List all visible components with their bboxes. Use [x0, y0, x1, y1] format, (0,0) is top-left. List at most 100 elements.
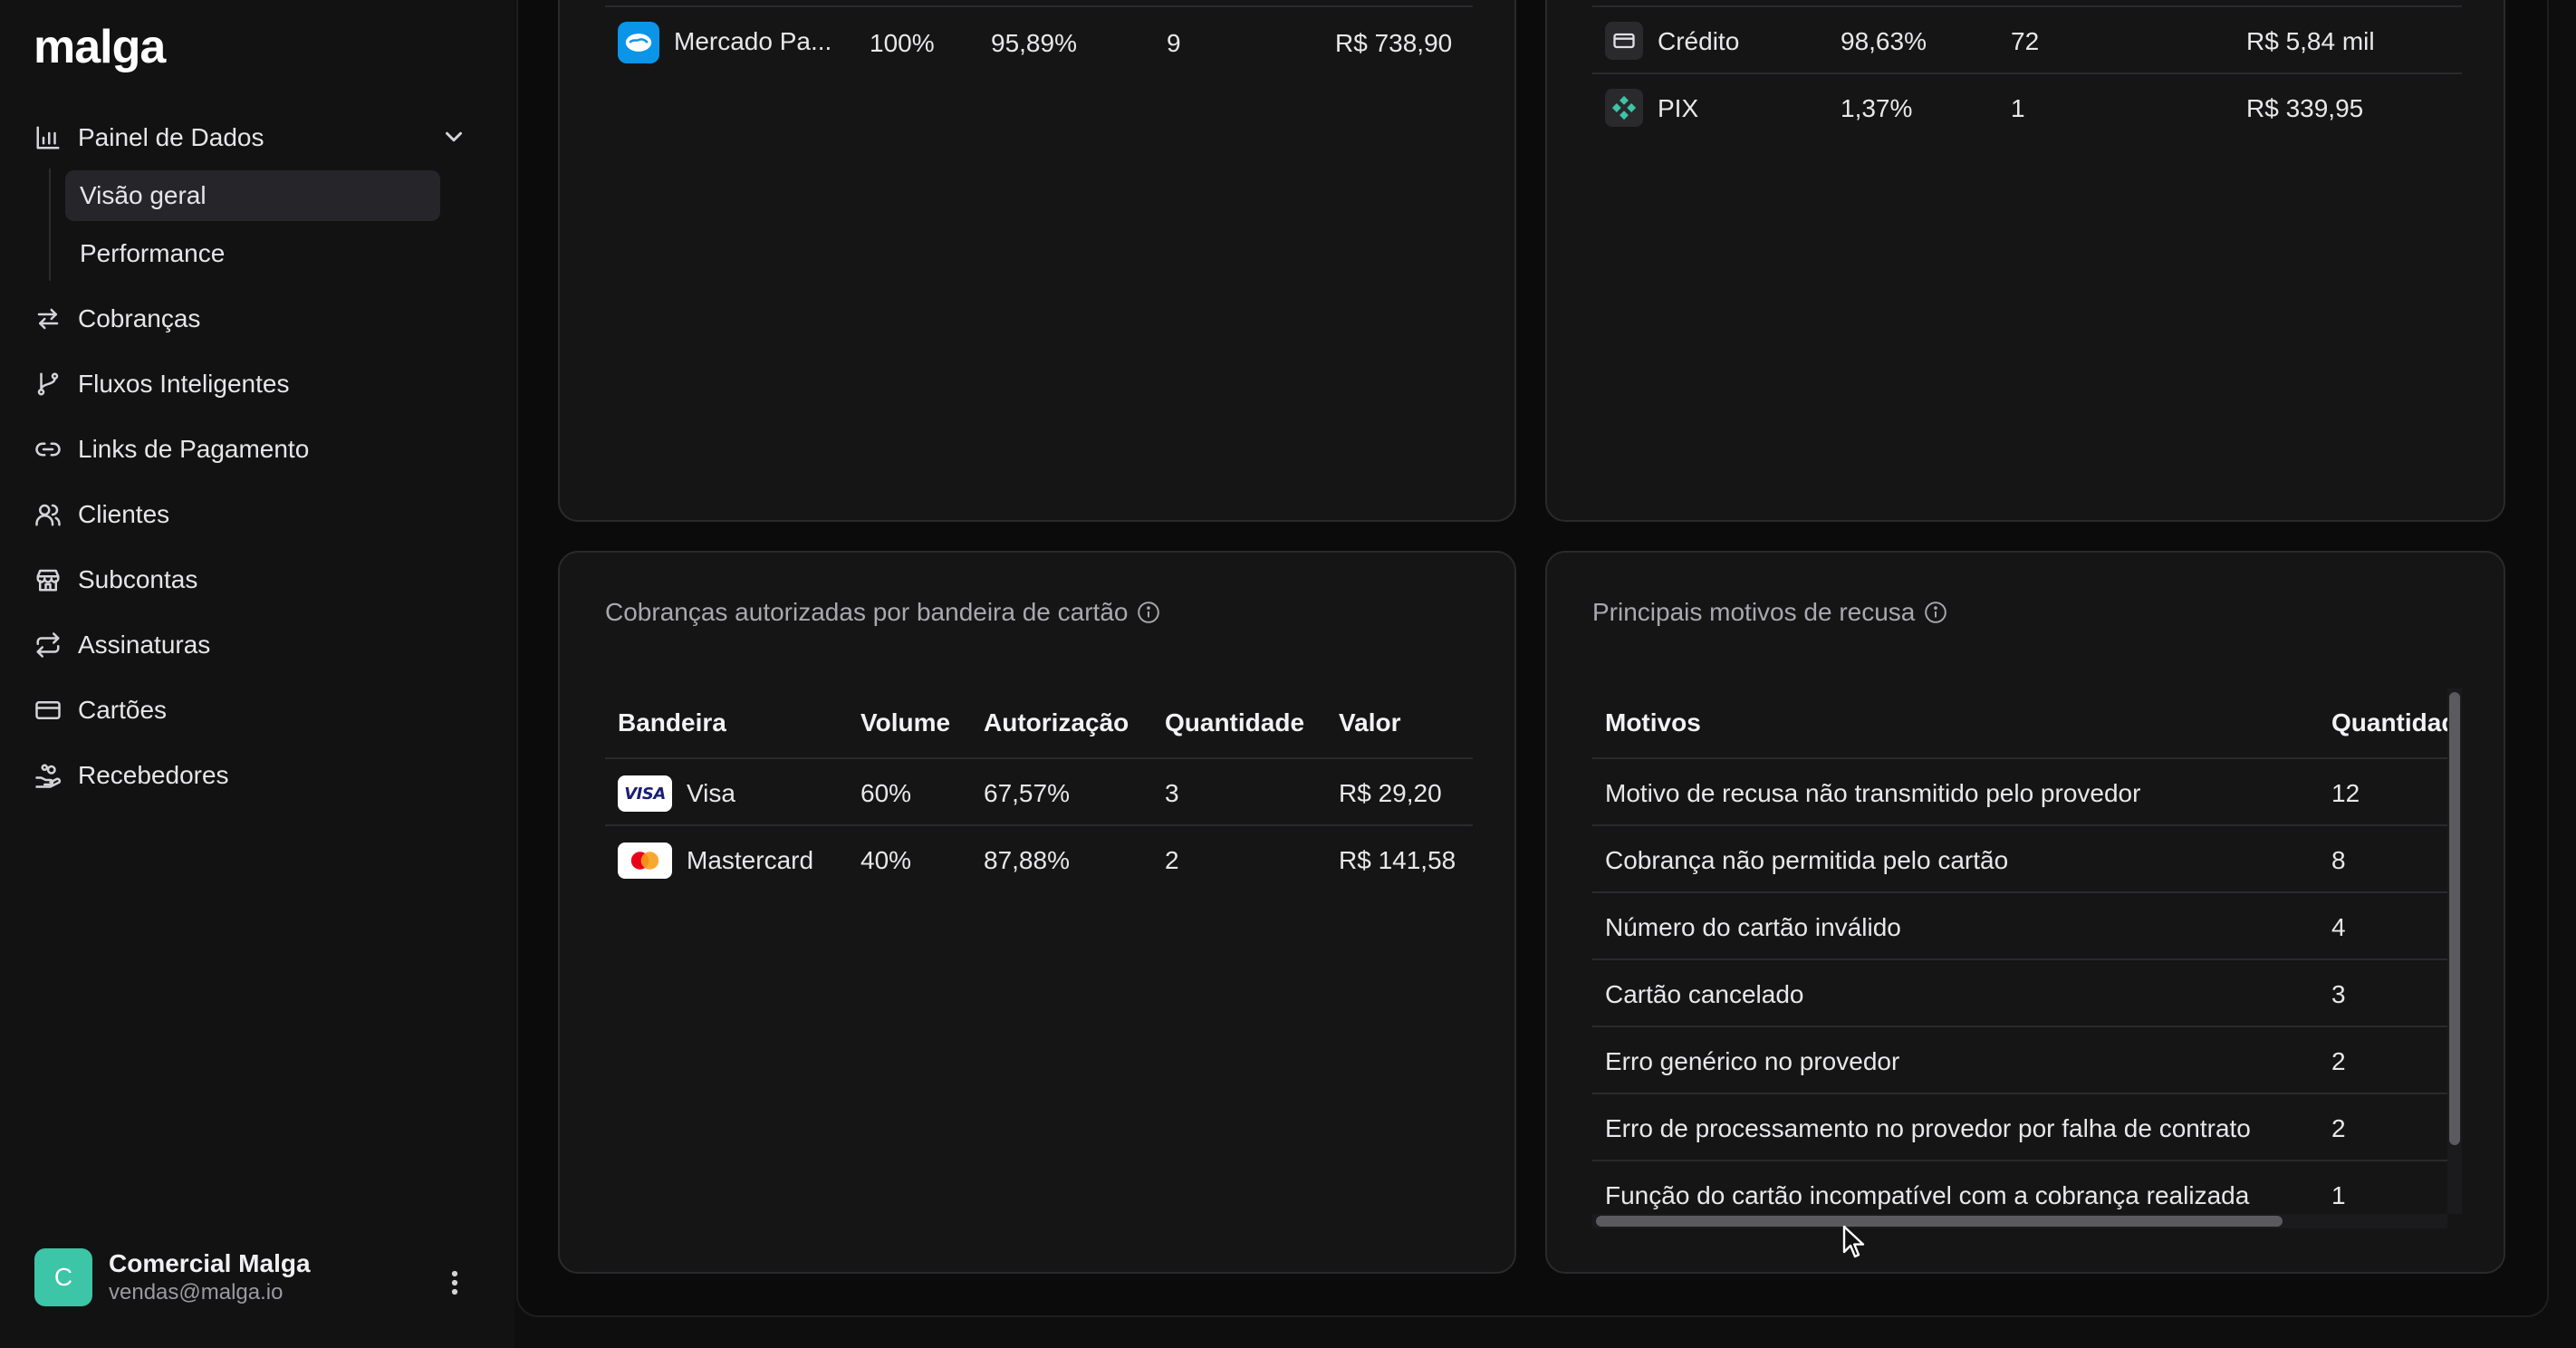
column-header-volume[interactable]: Volume: [860, 708, 951, 737]
row-divider: [1592, 5, 2462, 7]
method-volume: 1,37%: [1841, 94, 1913, 122]
sidebar-item-label: Assinaturas: [78, 631, 211, 659]
sidebar-item-cobrancas[interactable]: Cobranças: [33, 295, 200, 342]
sidebar-item-fluxos-inteligentes[interactable]: Fluxos Inteligentes: [33, 361, 289, 408]
user-name: Comercial Malga: [109, 1249, 311, 1277]
method-volume: 98,63%: [1841, 27, 1927, 55]
bar-chart-icon: [33, 122, 63, 153]
arrows-exchange-icon: [33, 303, 63, 334]
brand-quantity: 2: [1165, 846, 1179, 874]
brand-value: R$ 29,20: [1339, 779, 1442, 807]
sidebar-subitem-performance[interactable]: Performance: [80, 239, 226, 267]
row-divider: [605, 757, 1473, 759]
provider-name: Mercado Pa...: [674, 27, 832, 55]
hand-coins-icon: [33, 760, 63, 791]
brand-authorization: 87,88%: [984, 846, 1070, 874]
method-quantity: 1: [2011, 94, 2025, 122]
reason-quantity: 12: [2331, 779, 2360, 807]
provider-quantity: 9: [1167, 29, 1181, 57]
avatar: C: [34, 1248, 92, 1306]
sidebar-item-clientes[interactable]: Clientes: [33, 491, 169, 538]
reason-text: Função do cartão incompatível com a cobr…: [1605, 1181, 2250, 1209]
column-header-quantidade[interactable]: Quantidade: [2331, 708, 2447, 737]
reasons-card-title: Principais motivos de recusa: [1592, 598, 1916, 626]
reason-quantity: 2: [2331, 1114, 2346, 1142]
payment-methods-card: Crédito 98,63% 72 R$ 5,84 mil PIX 1,37% …: [1545, 0, 2505, 522]
users-icon: [33, 499, 63, 530]
store-icon: [33, 564, 63, 595]
method-value: R$ 5,84 mil: [2246, 27, 2375, 55]
link-icon: [33, 434, 63, 465]
more-options-icon[interactable]: [437, 1265, 473, 1301]
credit-card-icon: [33, 695, 63, 726]
handshake-icon: [625, 34, 652, 52]
sidebar-item-recebedores[interactable]: Recebedores: [33, 752, 229, 799]
column-header-motivos[interactable]: Motivos: [1605, 708, 1701, 737]
reason-quantity: 2: [2331, 1047, 2346, 1075]
column-header-bandeira[interactable]: Bandeira: [618, 708, 726, 737]
sidebar-item-cartoes[interactable]: Cartões: [33, 687, 167, 734]
reason-quantity: 3: [2331, 980, 2346, 1008]
brands-card-title: Cobranças autorizadas por bandeira de ca…: [605, 598, 1129, 626]
sidebar-item-label: Recebedores: [78, 761, 229, 789]
sidebar-item-label: Painel de Dados: [78, 123, 264, 151]
malga-logo[interactable]: malga: [34, 21, 166, 73]
decline-reasons-card: Principais motivos de recusa Motivos Qua…: [1545, 551, 2505, 1274]
sidebar-item-label: Links de Pagamento: [78, 435, 310, 463]
reason-quantity: 8: [2331, 846, 2346, 874]
repeat-icon: [33, 630, 63, 660]
brand-name: Visa: [687, 779, 735, 807]
mouse-cursor-icon: [1842, 1225, 1865, 1258]
method-name: Crédito: [1658, 27, 1740, 55]
brand-volume: 40%: [860, 846, 912, 874]
row-divider: [1592, 757, 2447, 759]
row-divider: [1592, 1093, 2447, 1094]
provider-authorization: 95,89%: [991, 29, 1077, 57]
sidebar-item-links-de-pagamento[interactable]: Links de Pagamento: [33, 426, 309, 473]
brands-card: Cobranças autorizadas por bandeira de ca…: [558, 551, 1516, 1274]
row-divider: [1592, 1160, 2447, 1161]
sidebar-item-label: Cartões: [78, 696, 168, 724]
sidebar-item-painel-de-dados[interactable]: Painel de Dados: [33, 114, 264, 161]
reason-quantity: 4: [2331, 913, 2346, 941]
column-header-valor[interactable]: Valor: [1339, 708, 1401, 737]
method-name: PIX: [1658, 94, 1699, 122]
submenu-divider: [49, 168, 51, 281]
info-icon[interactable]: [1924, 601, 1947, 624]
user-profile[interactable]: C Comercial Malga vendas@malga.io: [34, 1248, 478, 1306]
mastercard-logo: [618, 842, 672, 879]
method-value: R$ 339,95: [2246, 94, 2364, 122]
sidebar-subitem-visao-geral[interactable]: Visão geral: [65, 170, 440, 221]
visa-logo: VISA: [618, 775, 672, 812]
vertical-scrollbar-thumb[interactable]: [2449, 692, 2460, 1145]
card-title: Principais motivos de recusa: [1592, 598, 1947, 627]
sidebar-item-assinaturas[interactable]: Assinaturas: [33, 621, 210, 669]
column-header-autorizacao[interactable]: Autorização: [984, 708, 1129, 737]
sidebar-item-label: Subcontas: [78, 565, 198, 593]
chevron-down-icon[interactable]: [440, 123, 467, 150]
row-divider: [1592, 824, 2447, 826]
reason-text: Número do cartão inválido: [1605, 913, 1901, 941]
brand-value: R$ 141,58: [1339, 846, 1456, 874]
horizontal-scrollbar-thumb[interactable]: [1596, 1216, 2283, 1227]
row-divider: [605, 5, 1473, 7]
sidebar-item-label: Fluxos Inteligentes: [78, 370, 290, 398]
reasons-table[interactable]: Motivos Quantidade Motivo de recusa não …: [1592, 688, 2447, 1228]
brand-quantity: 3: [1165, 779, 1179, 807]
provider-volume: 100%: [870, 29, 935, 57]
column-header-quantidade[interactable]: Quantidade: [1165, 708, 1305, 737]
row-divider: [1592, 891, 2447, 893]
reason-text: Erro de processamento no provedor por fa…: [1605, 1114, 2251, 1142]
credit-card-icon: [1605, 22, 1643, 60]
reason-text: Cobrança não permitida pelo cartão: [1605, 846, 2009, 874]
sidebar-item-subcontas[interactable]: Subcontas: [33, 556, 197, 603]
reason-text: Erro genérico no provedor: [1605, 1047, 1900, 1075]
reason-text: Cartão cancelado: [1605, 980, 1804, 1008]
brand-authorization: 67,57%: [984, 779, 1070, 807]
row-divider: [1592, 72, 2462, 74]
info-icon[interactable]: [1137, 601, 1160, 624]
row-divider: [605, 824, 1473, 826]
provider-value: R$ 738,90: [1335, 29, 1453, 57]
sidebar-item-label: Cobranças: [78, 304, 201, 332]
card-title: Cobranças autorizadas por bandeira de ca…: [605, 598, 1160, 627]
